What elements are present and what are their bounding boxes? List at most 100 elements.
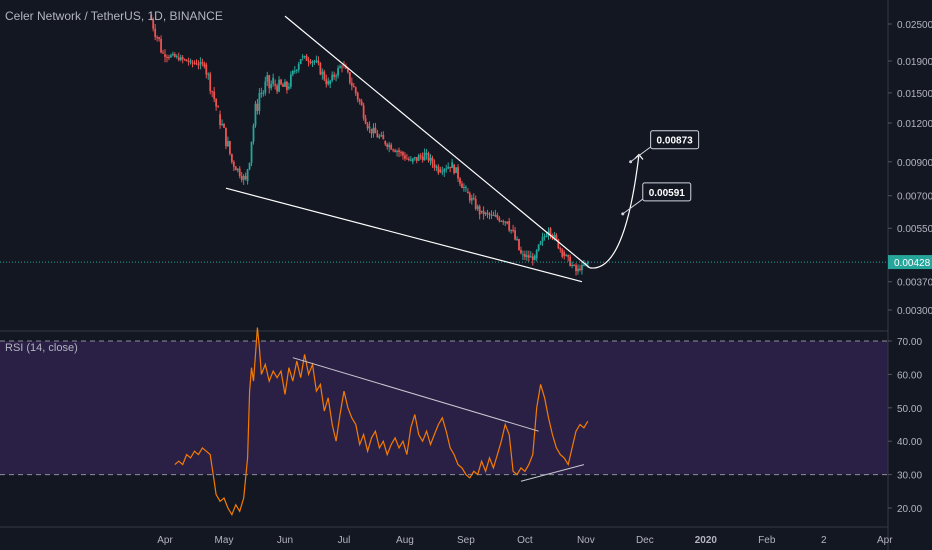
candle-body (441, 171, 444, 173)
candle-body (433, 163, 436, 168)
candle-body (531, 256, 534, 261)
candle-body (492, 214, 495, 216)
target-label-1-pointer (630, 144, 654, 163)
candle-body (392, 149, 395, 151)
candle-body (386, 144, 389, 147)
candle-body (329, 80, 332, 85)
candle-body (213, 91, 216, 99)
candle-body (569, 256, 572, 266)
candle-body (183, 59, 186, 61)
rsi-pane[interactable]: RSI (14, close) (0, 327, 888, 517)
candle-body (199, 62, 202, 65)
time-tick-label: Oct (517, 535, 533, 546)
candle-body (209, 73, 212, 92)
candle-body (197, 64, 200, 66)
price-axis[interactable]: 0.02500 0.01900 0.01500 0.01200 0.00900 0.007… (887, 0, 932, 550)
candle-body (527, 255, 530, 258)
candle-body (561, 249, 564, 257)
candle-body (380, 134, 383, 137)
candle-body (160, 38, 162, 53)
candle-body (378, 136, 381, 138)
candle-body (358, 99, 361, 102)
candle-body (407, 158, 410, 161)
time-axis[interactable]: Apr May Jun Jul Aug Sep Oct Nov Dec 2020 Feb 2 Apr (0, 526, 893, 546)
candle-body (270, 83, 273, 89)
rsi-drawing-layer[interactable] (292, 357, 585, 482)
rsi-tick-label: 70.00 (897, 337, 922, 348)
candles-layer (150, 11, 589, 276)
candle-body (317, 60, 320, 64)
candle-body (443, 169, 446, 172)
price-tick-label: 0.00370 (897, 278, 932, 289)
candle-body (234, 166, 237, 171)
rsi-band-fill (0, 341, 888, 475)
candle-body (502, 221, 505, 223)
candle-body (337, 68, 339, 76)
candle-body (468, 193, 471, 201)
candle-body (345, 65, 347, 69)
price-tick-label: 0.00700 (897, 192, 932, 203)
candle-body (382, 134, 385, 140)
candle-body (402, 152, 404, 156)
candle-body (431, 157, 434, 164)
candle-body (254, 103, 257, 126)
candle-body (173, 54, 176, 57)
candle-body (577, 268, 579, 272)
candle-body (425, 153, 428, 155)
candle-body (541, 236, 544, 242)
candle-body (559, 248, 562, 250)
candle-body (185, 59, 188, 62)
candle-body (221, 123, 223, 125)
candle-body (203, 63, 206, 67)
rsi-tick-label: 20.00 (897, 504, 922, 515)
candle-body (474, 199, 477, 209)
candle-body (396, 151, 398, 153)
candle-body (400, 152, 402, 154)
candle-body (152, 19, 155, 29)
candle-body (347, 68, 349, 73)
candle-body (494, 215, 497, 217)
candle-body (244, 175, 247, 180)
candle-body (250, 141, 253, 163)
time-tick-label: May (215, 535, 234, 546)
price-tick-label: 0.00900 (897, 158, 932, 169)
lower-wedge-line (225, 187, 583, 283)
candle-body (333, 74, 336, 77)
drawing-layer[interactable]: 0.00873 0.00591 (225, 15, 700, 283)
target-label-2-anchor (621, 212, 625, 216)
candle-body (309, 61, 312, 63)
candle-body (496, 215, 499, 219)
candle-body (457, 167, 459, 179)
candle-body (225, 127, 227, 147)
candle-body (374, 127, 377, 134)
candle-body (223, 123, 225, 128)
candle-body (459, 178, 461, 184)
candle-body (252, 125, 255, 142)
candle-body (307, 60, 310, 62)
candle-body (567, 254, 570, 257)
candle-body (266, 75, 269, 82)
candle-body (429, 157, 432, 161)
price-tick-label: 0.00550 (897, 224, 932, 235)
candle-body (516, 239, 518, 241)
candle-body (248, 162, 251, 170)
candle-body (166, 56, 168, 58)
candle-body (404, 155, 406, 159)
candle-body (262, 92, 265, 94)
candle-body (486, 212, 489, 214)
candle-body (472, 198, 475, 200)
price-tick-label: 0.01900 (897, 57, 932, 68)
candle-body (217, 106, 219, 108)
time-tick-label: Aug (396, 535, 414, 546)
candle-body (278, 79, 280, 92)
candle-body (242, 175, 245, 180)
candle-body (417, 155, 420, 161)
candle-body (506, 221, 509, 224)
candle-body (565, 254, 568, 256)
candle-body (500, 221, 503, 223)
time-tick-label: Jul (338, 535, 351, 546)
price-pane[interactable]: 0.00873 0.00591 Celer Network / TetherUS,… (0, 9, 888, 283)
candle-body (535, 250, 538, 259)
candle-body (179, 57, 182, 61)
